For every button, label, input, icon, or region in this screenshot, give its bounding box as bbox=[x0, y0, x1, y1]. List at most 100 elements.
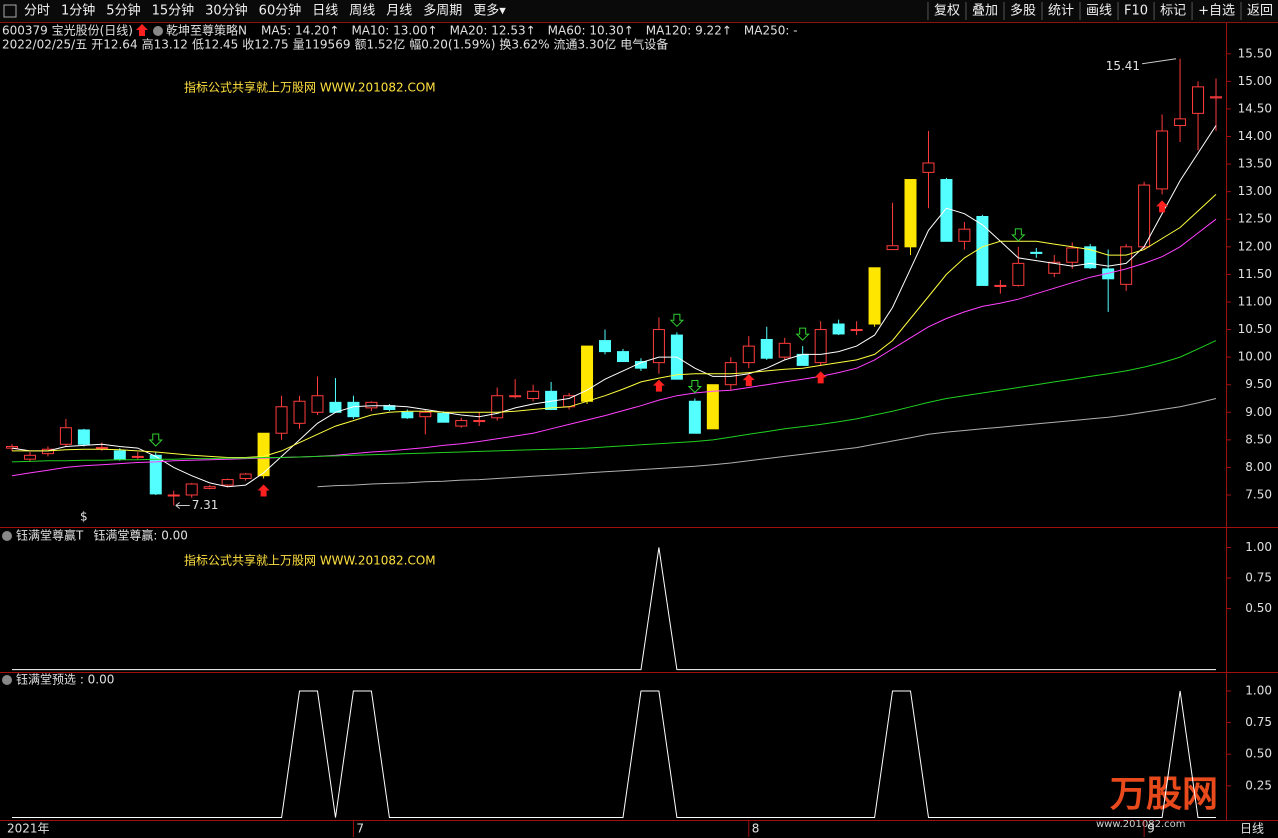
toolbar-item[interactable]: 更多▾ bbox=[473, 3, 506, 19]
min-pointer bbox=[175, 502, 190, 509]
toolbar-item[interactable]: 标记 bbox=[1160, 4, 1186, 19]
toolbar-item[interactable]: +自选 bbox=[1198, 4, 1235, 19]
y-tick-label: 8.00 bbox=[1245, 460, 1272, 474]
quote-field: 流通3.30亿 bbox=[554, 37, 617, 52]
quote-field: 收12.75 bbox=[242, 38, 288, 52]
series-line bbox=[12, 547, 1216, 671]
toolbar-item[interactable]: 返回 bbox=[1247, 4, 1273, 19]
candle-body bbox=[203, 486, 216, 489]
y-tick-label: 0.75 bbox=[1245, 571, 1272, 585]
candle-body bbox=[940, 179, 953, 242]
toolbar-item[interactable]: 15分钟 bbox=[152, 3, 195, 19]
toolbar-item[interactable]: 多周期 bbox=[423, 3, 462, 19]
strategy-name: 乾坤至尊策略N bbox=[166, 23, 247, 38]
candle-body bbox=[904, 179, 917, 248]
candle-body bbox=[958, 228, 971, 242]
candle-body bbox=[6, 445, 18, 449]
toolbar-item[interactable]: 分时 bbox=[24, 4, 50, 19]
candle-body bbox=[347, 401, 360, 418]
toolbar-item[interactable]: 周线 bbox=[349, 4, 375, 19]
toolbar-item[interactable]: 叠加 bbox=[972, 4, 998, 19]
candle-body bbox=[221, 479, 234, 486]
candle-body bbox=[185, 483, 198, 496]
toolbar-item[interactable]: 多股 bbox=[1010, 3, 1036, 19]
stock-name: 600379 宝光股份(日线) bbox=[2, 24, 133, 38]
toolbar-item[interactable]: 60分钟 bbox=[259, 3, 302, 19]
candle-body bbox=[275, 406, 288, 434]
sell-signal bbox=[687, 379, 703, 394]
toolbar-item[interactable]: 5分钟 bbox=[106, 3, 140, 19]
series-line bbox=[12, 194, 1217, 458]
series-line bbox=[317, 398, 1217, 488]
candle-body bbox=[1138, 184, 1151, 248]
candle-body bbox=[1012, 262, 1025, 286]
candle-body bbox=[1084, 246, 1097, 269]
candle-body bbox=[832, 323, 845, 335]
y-tick-label: 11.00 bbox=[1238, 294, 1272, 308]
legend-entry: MA60: 10.30↑ bbox=[548, 24, 634, 38]
candle-body bbox=[850, 329, 863, 332]
y-tick-label: 0.25 bbox=[1245, 778, 1272, 792]
candle-body bbox=[239, 473, 252, 479]
toolbar-item[interactable]: 1分钟 bbox=[61, 3, 95, 19]
candle-body bbox=[760, 338, 773, 359]
buy-signal bbox=[257, 484, 270, 497]
toolbar-item[interactable]: 30分钟 bbox=[205, 3, 248, 19]
candle-body bbox=[1174, 118, 1187, 126]
candle-body bbox=[778, 342, 791, 358]
quote-field: 开12.64 bbox=[91, 38, 137, 52]
toolbar-item[interactable]: 复权 bbox=[934, 3, 960, 19]
y-tick-label: 10.00 bbox=[1238, 350, 1272, 364]
candle-body bbox=[455, 420, 468, 427]
y-tick-label: 9.50 bbox=[1245, 377, 1272, 391]
candle-body bbox=[1102, 268, 1115, 280]
toolbar-item[interactable]: 日线 bbox=[312, 4, 338, 19]
candle-body bbox=[491, 395, 504, 419]
sell-signal bbox=[795, 327, 810, 341]
y-tick-label: 13.00 bbox=[1238, 184, 1272, 198]
candle-body bbox=[652, 329, 665, 364]
series-line bbox=[11, 340, 1217, 463]
candle-body bbox=[706, 384, 719, 430]
quote-field: 2022/02/25/五 bbox=[2, 38, 87, 52]
candle-body bbox=[994, 284, 1007, 287]
dropdown-icon bbox=[153, 26, 163, 36]
candle-body bbox=[1192, 86, 1205, 114]
menu-icon[interactable] bbox=[3, 4, 17, 18]
watermark: 指标公式共享就上万股网 WWW.201082.COM bbox=[184, 80, 436, 95]
sell-signal bbox=[148, 433, 163, 447]
toolbar-item[interactable]: F10 bbox=[1124, 4, 1148, 19]
watermark: 指标公式共享就上万股网 WWW.201082.COM bbox=[184, 553, 436, 568]
y-tick-label: 9.00 bbox=[1245, 405, 1272, 419]
candle-body bbox=[77, 429, 90, 445]
legend-entry: MA10: 13.00↑ bbox=[351, 24, 437, 38]
candle-body bbox=[113, 450, 126, 460]
y-tick-label: 0.50 bbox=[1245, 747, 1272, 761]
toolbar-item[interactable]: 月线 bbox=[386, 4, 412, 19]
legend-entry: 钰满堂尊赢: 0.00 bbox=[93, 528, 188, 543]
legend-entry: MA250: - bbox=[744, 24, 798, 38]
y-tick-label: 15.00 bbox=[1238, 74, 1272, 88]
quote-field: 换3.62% bbox=[499, 38, 549, 52]
candle-body bbox=[581, 345, 594, 402]
candle-body bbox=[149, 454, 162, 495]
candle-body bbox=[1120, 246, 1133, 285]
candle-body bbox=[616, 351, 629, 363]
candle-body bbox=[1210, 96, 1222, 99]
candle-body bbox=[473, 420, 486, 423]
series-line bbox=[11, 125, 1217, 488]
toolbar-item[interactable]: 统计 bbox=[1048, 4, 1074, 19]
buy-signal bbox=[1156, 200, 1169, 213]
y-tick-label: 10.50 bbox=[1238, 322, 1272, 336]
toolbar-item[interactable]: 画线 bbox=[1086, 4, 1112, 19]
y-tick-label: 14.00 bbox=[1238, 129, 1272, 143]
y-tick-label: 1.00 bbox=[1245, 683, 1272, 697]
min-label: 7.31 bbox=[192, 498, 219, 512]
candle-body bbox=[976, 215, 989, 286]
y-tick-label: 7.50 bbox=[1245, 488, 1272, 502]
candle-body bbox=[1048, 261, 1061, 274]
sell-signal bbox=[669, 313, 685, 328]
